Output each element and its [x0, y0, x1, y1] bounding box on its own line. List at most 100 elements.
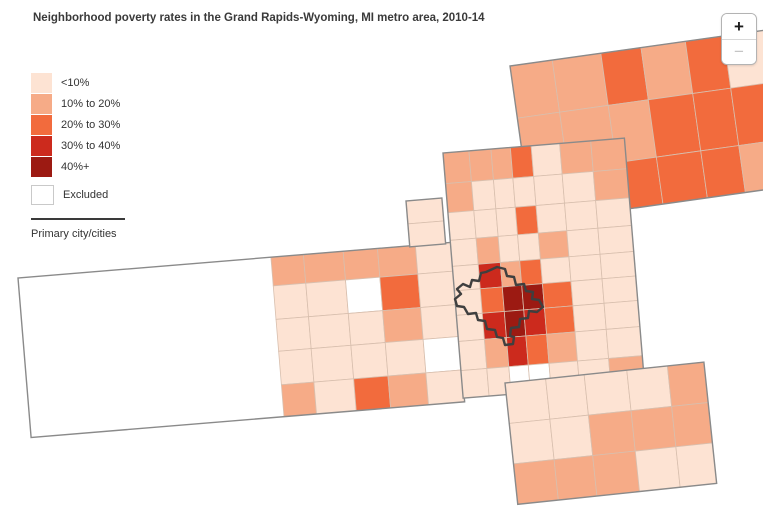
census-tract[interactable]: [595, 197, 633, 229]
census-tract[interactable]: [468, 148, 494, 182]
census-tract[interactable]: [601, 275, 639, 304]
census-tract[interactable]: [347, 310, 386, 346]
census-tract[interactable]: [583, 369, 632, 416]
census-tract[interactable]: [382, 307, 424, 343]
census-tract[interactable]: [342, 248, 381, 281]
census-tract[interactable]: [387, 372, 429, 409]
census-tract[interactable]: [471, 179, 497, 212]
census-tract[interactable]: [451, 263, 481, 292]
census-tract[interactable]: [738, 139, 763, 193]
census-tract[interactable]: [630, 405, 677, 452]
census-tract[interactable]: [559, 140, 594, 175]
census-tract[interactable]: [592, 168, 630, 202]
census-tract[interactable]: [275, 316, 312, 352]
census-tract[interactable]: [566, 227, 601, 258]
census-tract[interactable]: [407, 220, 447, 248]
census-tract[interactable]: [458, 338, 488, 372]
census-tract[interactable]: [414, 241, 455, 275]
census-tract[interactable]: [700, 145, 746, 199]
census-tract[interactable]: [537, 230, 570, 260]
census-tract[interactable]: [475, 235, 501, 265]
census-tract[interactable]: [460, 368, 490, 399]
census-tract[interactable]: [447, 210, 477, 241]
census-tract[interactable]: [445, 181, 475, 214]
census-tract[interactable]: [310, 344, 355, 383]
census-tract[interactable]: [272, 282, 309, 320]
census-tract[interactable]: [499, 260, 523, 288]
census-tract[interactable]: [600, 47, 649, 106]
census-tract[interactable]: [603, 300, 641, 330]
census-tract[interactable]: [634, 446, 681, 492]
census-tract[interactable]: [503, 309, 527, 338]
census-tract[interactable]: [514, 205, 539, 236]
census-tract[interactable]: [535, 202, 568, 234]
census-tract[interactable]: [422, 336, 463, 374]
census-tract[interactable]: [525, 333, 550, 366]
census-tract[interactable]: [313, 378, 357, 415]
census-tract[interactable]: [551, 52, 609, 113]
census-tract[interactable]: [302, 250, 346, 284]
census-tract[interactable]: [449, 237, 479, 267]
census-tract[interactable]: [509, 59, 561, 119]
census-tract[interactable]: [512, 175, 537, 208]
zoom-in-button[interactable]: +: [722, 14, 756, 39]
census-tract[interactable]: [501, 284, 525, 312]
census-tract[interactable]: [379, 273, 421, 312]
census-tract[interactable]: [405, 197, 445, 225]
census-tract[interactable]: [417, 270, 458, 308]
census-tract[interactable]: [350, 342, 389, 380]
census-tract[interactable]: [570, 278, 605, 307]
census-tract[interactable]: [546, 331, 578, 364]
census-tract[interactable]: [420, 304, 460, 340]
census-tract[interactable]: [270, 254, 307, 287]
census-tract[interactable]: [640, 40, 694, 101]
census-tract[interactable]: [597, 224, 635, 255]
census-tract[interactable]: [626, 365, 673, 412]
census-tract[interactable]: [305, 279, 349, 318]
census-tract[interactable]: [504, 378, 551, 424]
census-tract[interactable]: [506, 335, 529, 368]
census-tract[interactable]: [544, 305, 576, 335]
census-tract[interactable]: [605, 326, 643, 359]
census-tract[interactable]: [513, 459, 559, 505]
census-tract[interactable]: [568, 253, 603, 282]
census-tract[interactable]: [553, 455, 598, 501]
census-tract[interactable]: [493, 177, 516, 210]
census-tract[interactable]: [425, 369, 466, 406]
census-tract[interactable]: [574, 328, 610, 362]
census-tract[interactable]: [519, 258, 543, 286]
census-tract[interactable]: [592, 450, 640, 497]
zoom-out-button[interactable]: −: [722, 39, 756, 64]
census-tract[interactable]: [590, 137, 628, 172]
census-tract[interactable]: [308, 313, 352, 350]
census-tract[interactable]: [671, 402, 713, 448]
census-tract[interactable]: [539, 256, 572, 285]
census-tract[interactable]: [497, 234, 521, 263]
census-tract[interactable]: [561, 171, 597, 204]
census-tract[interactable]: [490, 147, 514, 181]
census-tract[interactable]: [545, 374, 589, 420]
census-tract[interactable]: [666, 361, 709, 407]
census-tract[interactable]: [353, 375, 392, 412]
census-tract[interactable]: [479, 286, 505, 314]
census-tract[interactable]: [655, 150, 708, 205]
census-tract[interactable]: [587, 410, 636, 457]
census-tract[interactable]: [549, 414, 594, 461]
census-tract[interactable]: [442, 150, 472, 185]
census-tract[interactable]: [345, 276, 384, 314]
census-tract[interactable]: [495, 206, 518, 237]
census-tract[interactable]: [377, 244, 419, 278]
census-tract[interactable]: [599, 251, 637, 280]
census-tract[interactable]: [533, 173, 565, 206]
census-tract[interactable]: [278, 348, 315, 386]
census-tract[interactable]: [572, 302, 607, 333]
census-tract[interactable]: [564, 200, 599, 232]
census-tract[interactable]: [509, 145, 535, 179]
census-tract[interactable]: [508, 418, 555, 465]
census-tract[interactable]: [280, 381, 317, 418]
census-tract[interactable]: [384, 338, 427, 377]
census-tract[interactable]: [675, 442, 718, 488]
census-tract[interactable]: [455, 312, 485, 342]
census-tract[interactable]: [647, 93, 702, 158]
